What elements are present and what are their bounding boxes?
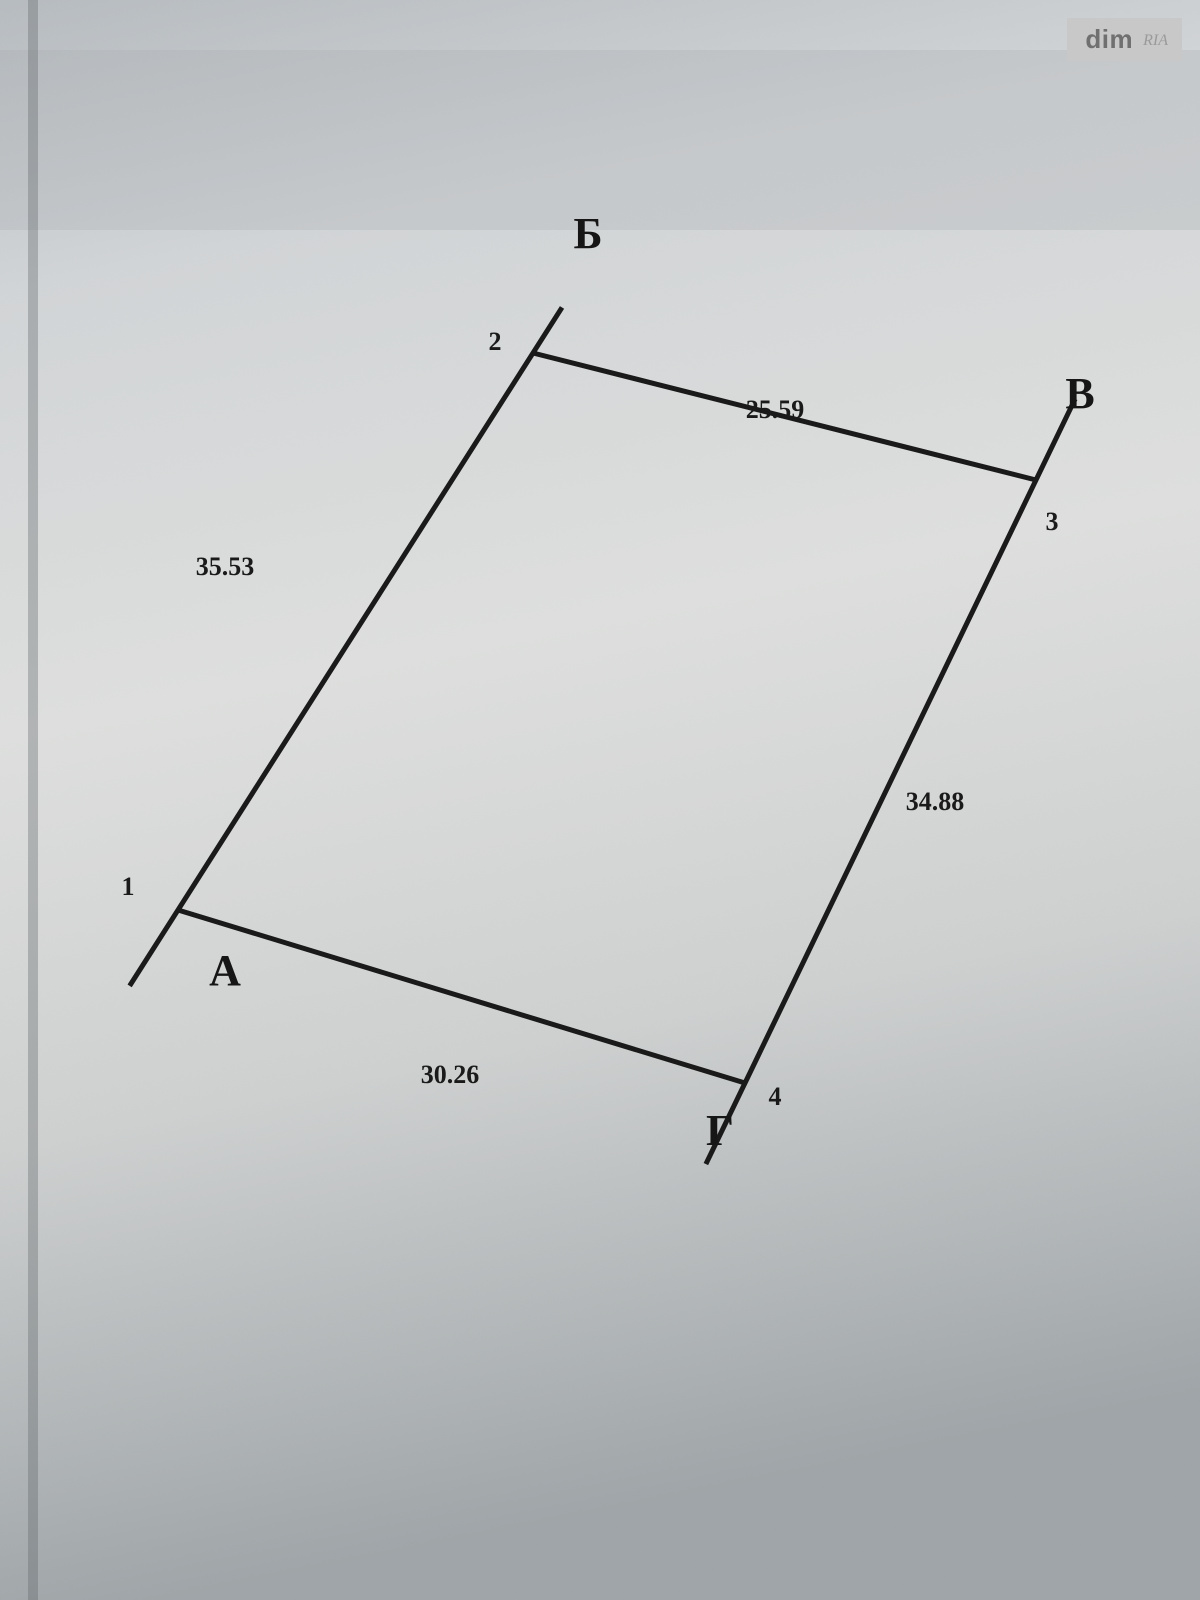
side-length-label: 35.53 [196, 552, 255, 581]
page-root: 35.53 25.59 34.88 30.26 А Б В Г 1 2 3 4 dim RIA [0, 0, 1200, 1600]
parcel-diagram: 35.53 25.59 34.88 30.26 А Б В Г 1 2 3 4 [0, 0, 1200, 1600]
watermark-dim-text: dim [1085, 24, 1133, 55]
corner-letter: А [209, 946, 241, 995]
corner-letter: Б [573, 209, 602, 258]
vertex-number: 1 [122, 872, 135, 901]
watermark-ria-text: RIA [1143, 32, 1168, 50]
watermark-badge: dim RIA [1067, 18, 1182, 61]
side-length-label: 30.26 [421, 1060, 480, 1089]
corner-letter: В [1065, 369, 1094, 418]
vertex-number: 4 [769, 1082, 782, 1111]
side-length-label: 34.88 [906, 787, 965, 816]
corner-letter: Г [706, 1106, 734, 1155]
vertex-number: 2 [489, 327, 502, 356]
vertex-number: 3 [1046, 507, 1059, 536]
side-length-label: 25.59 [746, 395, 805, 424]
